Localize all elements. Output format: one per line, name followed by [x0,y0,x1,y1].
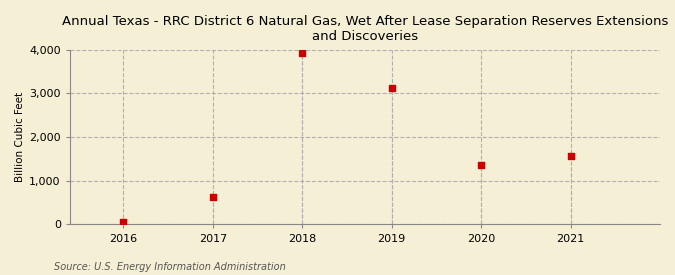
Point [118,220,129,224]
Y-axis label: Billion Cubic Feet: Billion Cubic Feet [15,92,25,182]
Point [207,195,218,200]
Point [386,86,397,90]
Point [297,51,308,55]
Point [476,163,487,167]
Point [565,154,576,158]
Text: Source: U.S. Energy Information Administration: Source: U.S. Energy Information Administ… [54,262,286,272]
Title: Annual Texas - RRC District 6 Natural Gas, Wet After Lease Separation Reserves E: Annual Texas - RRC District 6 Natural Ga… [61,15,668,43]
